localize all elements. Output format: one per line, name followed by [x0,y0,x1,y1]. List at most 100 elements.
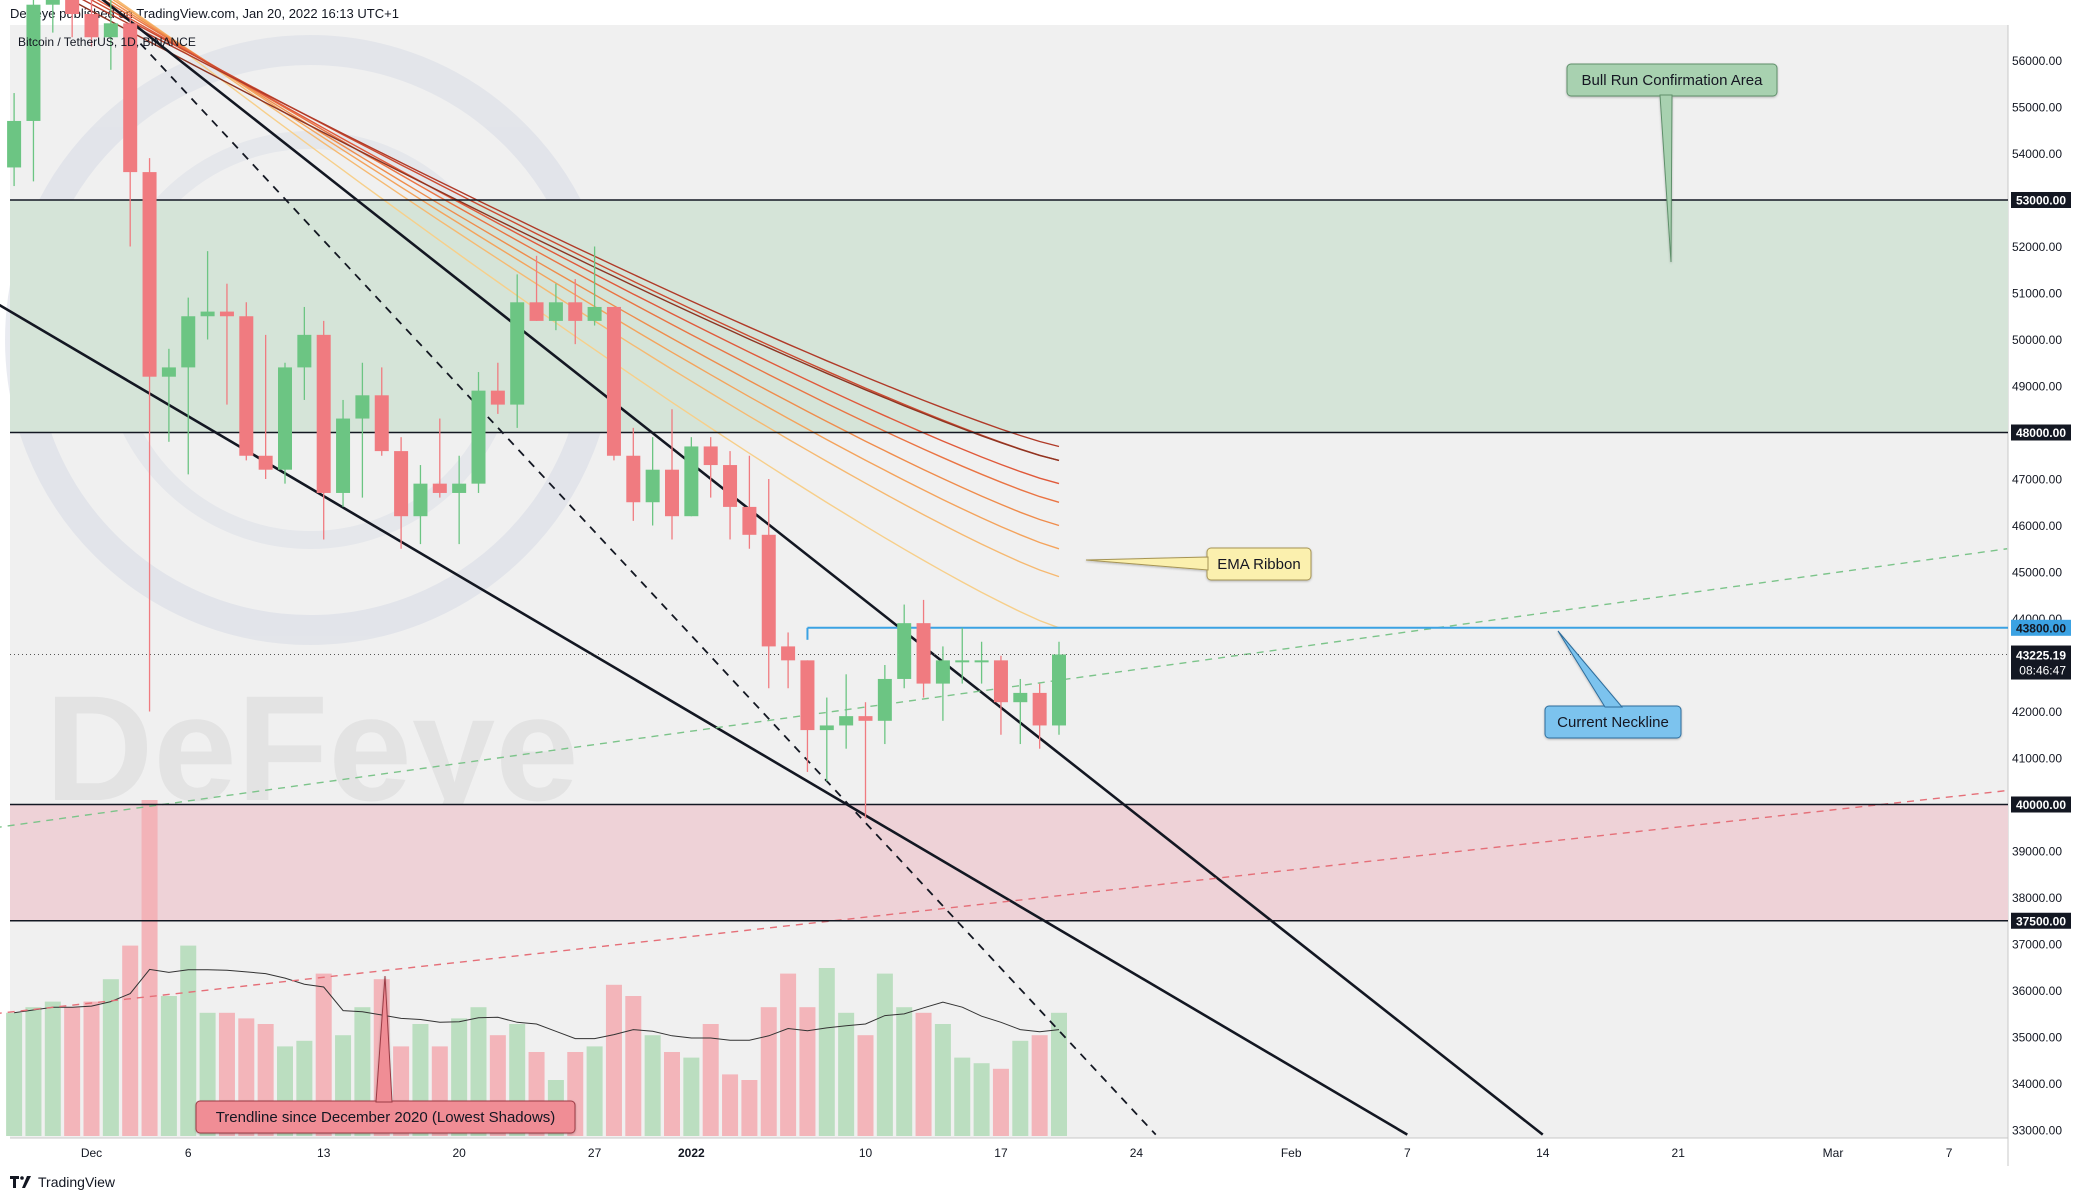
candle-body [781,646,796,661]
candle[interactable] [626,427,641,521]
trendline-solid[interactable] [0,302,1408,1136]
ema-ribbon-line [69,0,1060,462]
trendline-callout[interactable]: Trendline since December 2020 (Lowest Sh… [195,975,576,1134]
candle-body [645,469,660,503]
candle[interactable] [781,632,796,689]
ema-ribbon-callout[interactable]: EMA Ribbon [1085,547,1312,581]
candle[interactable] [7,93,22,187]
candle[interactable] [529,255,544,321]
candle[interactable] [258,334,273,479]
volume-bar [857,1035,874,1136]
price-tick-label: 56000.00 [2012,54,2062,68]
trendline-solid[interactable] [92,0,1544,1136]
candle[interactable] [916,599,931,698]
candle[interactable] [703,437,718,498]
candle-body [142,172,157,377]
price-tick-label: 46000.00 [2012,519,2062,533]
time-tick-label: 6 [185,1146,192,1160]
candle[interactable] [761,479,776,689]
candle-body [529,302,544,321]
candle[interactable] [742,455,757,549]
time-tick-label: 20 [452,1146,466,1160]
candle[interactable] [123,14,138,247]
candle-body [103,23,118,38]
candle[interactable] [819,697,834,782]
volume-bar [122,945,139,1136]
candle-body [568,302,583,321]
candle[interactable] [606,306,621,461]
time-tick-label: Feb [1281,1146,1302,1160]
candle[interactable] [1052,641,1066,735]
candle[interactable] [374,367,389,456]
candle[interactable] [45,0,60,33]
neckline-callout[interactable]: Current Neckline [1544,630,1682,739]
volume-bar [102,979,119,1136]
candle[interactable] [877,665,892,745]
candle[interactable] [587,246,602,326]
bull-run-callout-label: Bull Run Confirmation Area [1582,72,1764,89]
candle[interactable] [26,0,41,182]
candle[interactable] [432,418,447,498]
candle-body [200,311,215,317]
candle-body [258,455,273,470]
candle[interactable] [239,302,254,461]
candle[interactable] [723,451,738,540]
price-tick-label: 52000.00 [2012,240,2062,254]
candle[interactable] [471,372,486,493]
candle[interactable] [490,362,505,414]
candle[interactable] [858,702,873,819]
candle[interactable] [839,674,854,749]
last-price-tag-bg [2011,645,2071,680]
candle[interactable] [161,348,176,442]
candle[interactable] [278,362,292,484]
candle[interactable] [684,437,699,517]
candle[interactable] [1032,683,1047,749]
candle[interactable] [548,283,563,331]
candle[interactable] [200,251,215,340]
volume-bar [818,968,835,1136]
candle[interactable] [800,660,815,772]
candle-body [413,483,428,517]
candle[interactable] [103,0,118,70]
tradingview-footer[interactable]: TradingView [10,1174,115,1190]
candle[interactable] [897,604,912,689]
candle-body [916,623,931,684]
volume-bar [605,984,622,1136]
candle[interactable] [568,279,583,345]
candle-body [336,418,351,493]
candle[interactable] [974,641,989,684]
candle[interactable] [394,437,409,549]
candle[interactable] [955,627,970,684]
ema-ribbon-callout-pointer [1085,556,1209,571]
candle[interactable] [336,399,351,507]
candle[interactable] [316,320,331,540]
candle[interactable] [993,655,1008,735]
candle[interactable] [665,409,679,540]
candle[interactable] [297,306,312,400]
candle[interactable] [181,297,196,475]
bull-run-callout[interactable]: Bull Run Confirmation Area [1566,63,1778,263]
candle[interactable] [84,0,99,47]
candle[interactable] [142,158,157,712]
price-tick-label: 39000.00 [2012,845,2062,859]
trendline-dashed[interactable] [129,31,1157,1136]
candle[interactable] [1013,678,1028,745]
price-tick-label: 47000.00 [2012,473,2062,487]
time-tick-label: 7 [1404,1146,1411,1160]
candle-body [123,23,138,173]
candle-body [897,623,912,679]
candle[interactable] [355,362,370,498]
candle[interactable] [645,437,660,526]
chart-background [10,25,2008,1138]
candle-body [665,469,679,517]
candle[interactable] [219,283,234,405]
candle[interactable] [65,0,80,38]
candle[interactable] [413,465,428,545]
candle[interactable] [452,455,467,545]
candle[interactable] [510,274,525,428]
neckline-price-tag-bg [2011,619,2071,636]
candle[interactable] [935,646,950,721]
time-tick-label: Dec [81,1146,102,1160]
candle-body [510,302,525,405]
